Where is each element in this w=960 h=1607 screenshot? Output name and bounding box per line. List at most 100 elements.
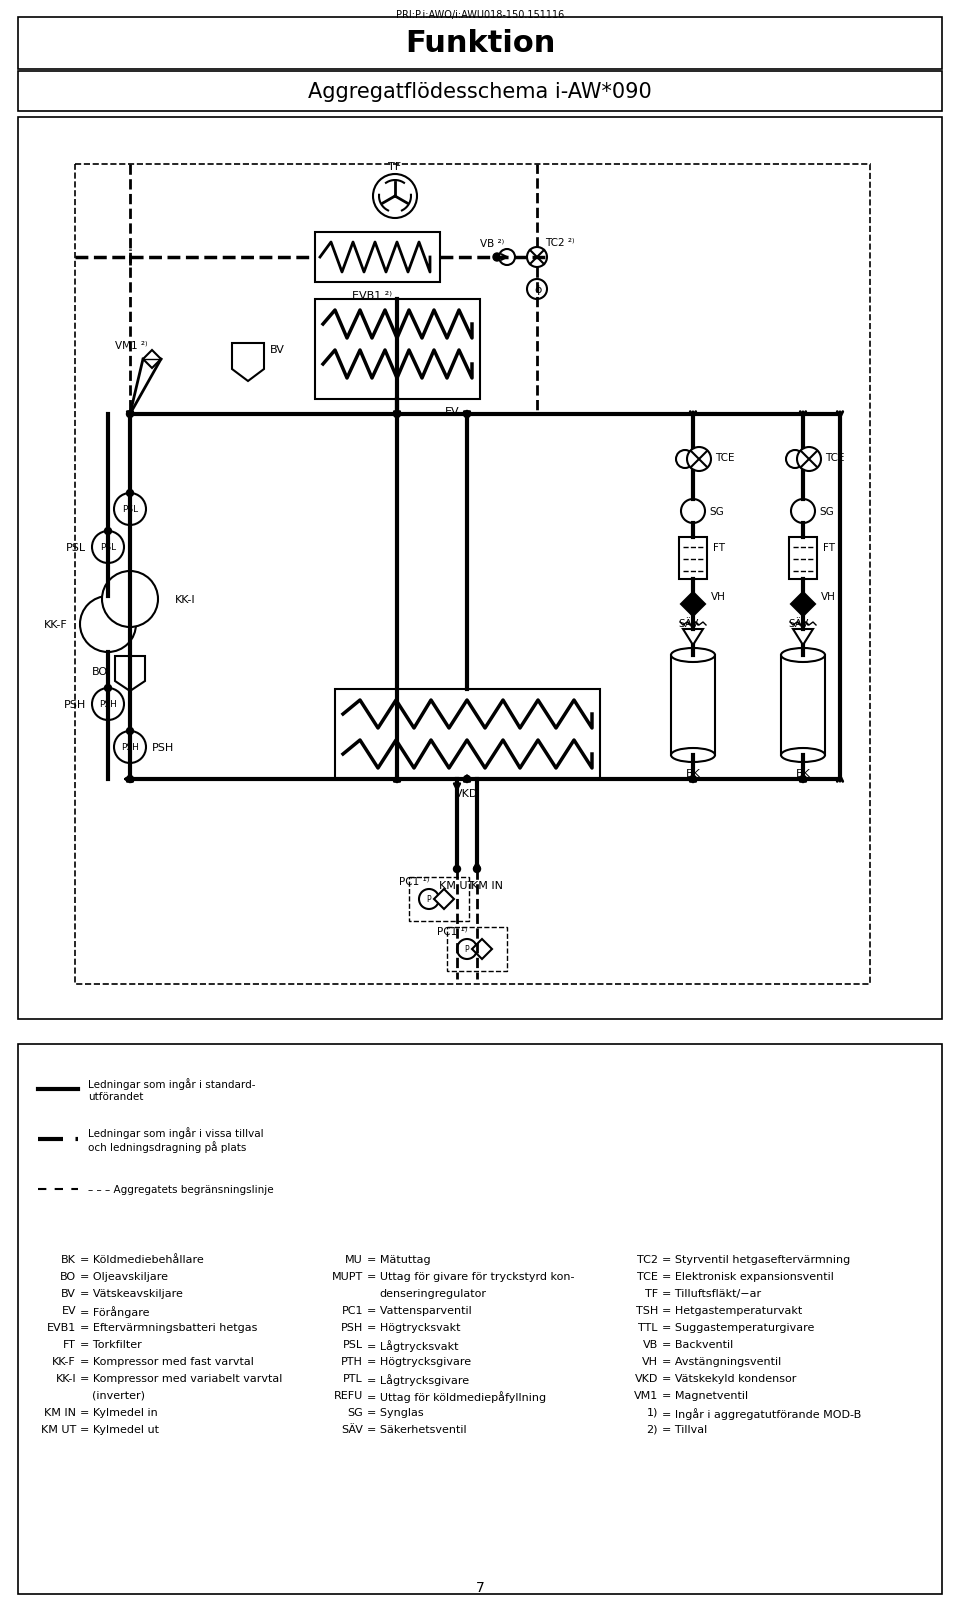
- Text: = Backventil: = Backventil: [662, 1339, 733, 1350]
- Text: SÄV: SÄV: [789, 619, 809, 628]
- Bar: [18, 18, 942, 71]
- Circle shape: [687, 448, 711, 472]
- Text: PSH: PSH: [99, 701, 117, 709]
- Text: VH: VH: [711, 591, 726, 601]
- Circle shape: [102, 572, 158, 628]
- Text: = Mätuttag: = Mätuttag: [367, 1253, 431, 1265]
- Text: TC2: TC2: [637, 1253, 658, 1265]
- Text: TF: TF: [389, 162, 401, 172]
- Text: 2): 2): [646, 1424, 658, 1433]
- Circle shape: [127, 411, 133, 418]
- Circle shape: [92, 532, 124, 564]
- Text: PC1 ¹⁾: PC1 ¹⁾: [437, 926, 468, 937]
- Circle shape: [92, 688, 124, 720]
- Circle shape: [800, 776, 806, 783]
- Text: = Elektronisk expansionsventil: = Elektronisk expansionsventil: [662, 1271, 834, 1281]
- Text: Aggregatflödesschema i-AW*090: Aggregatflödesschema i-AW*090: [308, 82, 652, 101]
- Text: KM UT: KM UT: [40, 1424, 76, 1433]
- Circle shape: [681, 500, 705, 524]
- Text: Ledningar som ingår i standard-
utförandet: Ledningar som ingår i standard- utförand…: [88, 1078, 255, 1101]
- Text: = Säkerhetsventil: = Säkerhetsventil: [367, 1424, 467, 1433]
- Text: PSL: PSL: [343, 1339, 363, 1350]
- Circle shape: [689, 776, 697, 783]
- Circle shape: [786, 450, 804, 469]
- Text: VH: VH: [821, 591, 836, 601]
- Text: VM1 ²⁾: VM1 ²⁾: [114, 341, 147, 350]
- Circle shape: [127, 490, 133, 497]
- Text: SG: SG: [348, 1408, 363, 1417]
- Bar: [315, 301, 480, 400]
- Text: = Uttag för givare för tryckstyrd kon-: = Uttag för givare för tryckstyrd kon-: [367, 1271, 574, 1281]
- Text: (inverter): (inverter): [92, 1390, 145, 1400]
- Text: = Köldmediebehållare: = Köldmediebehållare: [80, 1253, 204, 1265]
- Bar: [447, 927, 507, 971]
- Circle shape: [105, 529, 111, 535]
- Polygon shape: [232, 344, 264, 382]
- Text: VH: VH: [642, 1356, 658, 1366]
- Text: = Magnetventil: = Magnetventil: [662, 1390, 748, 1400]
- Text: PTL: PTL: [344, 1372, 363, 1384]
- Text: VKD: VKD: [455, 789, 479, 799]
- Text: FT: FT: [823, 543, 835, 553]
- Circle shape: [473, 866, 481, 873]
- Text: = Lågtrycksgivare: = Lågtrycksgivare: [367, 1372, 469, 1385]
- Text: BK: BK: [61, 1253, 76, 1265]
- Circle shape: [80, 596, 136, 652]
- Text: PSH: PSH: [121, 742, 139, 752]
- Polygon shape: [472, 940, 492, 959]
- Ellipse shape: [671, 749, 715, 763]
- Circle shape: [453, 866, 461, 873]
- Circle shape: [105, 685, 111, 693]
- Text: = Högtrycksvakt: = Högtrycksvakt: [367, 1323, 461, 1332]
- Circle shape: [457, 940, 477, 959]
- Text: BV: BV: [270, 346, 285, 355]
- Bar: [18, 117, 942, 1019]
- Text: KK-I: KK-I: [175, 595, 196, 604]
- Text: VM1: VM1: [634, 1390, 658, 1400]
- Ellipse shape: [781, 649, 825, 662]
- Text: EVB1 ²⁾: EVB1 ²⁾: [352, 291, 392, 301]
- Bar: [781, 656, 825, 755]
- Text: PSL: PSL: [66, 543, 86, 553]
- Text: SÄV: SÄV: [679, 619, 699, 628]
- Text: Funktion: Funktion: [405, 29, 555, 58]
- Bar: [679, 538, 707, 580]
- Text: PC1 ¹⁾: PC1 ¹⁾: [399, 876, 429, 887]
- Text: FT: FT: [713, 543, 725, 553]
- Circle shape: [527, 247, 547, 268]
- Circle shape: [797, 448, 821, 472]
- Text: SÄV: SÄV: [341, 1424, 363, 1433]
- Text: BV: BV: [61, 1289, 76, 1298]
- Text: 1): 1): [647, 1408, 658, 1417]
- Text: = Styrventil hetgaseftervärmning: = Styrventil hetgaseftervärmning: [662, 1253, 851, 1265]
- Text: = Oljeavskiljare: = Oljeavskiljare: [80, 1271, 168, 1281]
- Text: TF: TF: [645, 1289, 658, 1298]
- Ellipse shape: [671, 649, 715, 662]
- Text: TTL: TTL: [638, 1323, 658, 1332]
- Bar: [671, 656, 715, 755]
- Text: denseringregulator: denseringregulator: [379, 1289, 486, 1298]
- Text: SG: SG: [819, 506, 833, 517]
- Circle shape: [527, 280, 547, 301]
- Text: TSH: TSH: [636, 1305, 658, 1315]
- Text: = Kylmedel in: = Kylmedel in: [80, 1408, 157, 1417]
- Polygon shape: [793, 630, 813, 646]
- Bar: [335, 689, 600, 779]
- Text: MUPT: MUPT: [332, 1271, 363, 1281]
- Text: = Högtrycksgivare: = Högtrycksgivare: [367, 1356, 471, 1366]
- Text: EVB1: EVB1: [47, 1323, 76, 1332]
- Bar: [789, 538, 817, 580]
- Text: = Ingår i aggregatutförande MOD-B: = Ingår i aggregatutförande MOD-B: [662, 1408, 861, 1419]
- Polygon shape: [143, 350, 161, 368]
- Text: PSH: PSH: [63, 699, 86, 710]
- Bar: [315, 233, 440, 283]
- Text: = Synglas: = Synglas: [367, 1408, 423, 1417]
- Circle shape: [127, 776, 133, 783]
- Text: EV: EV: [61, 1305, 76, 1315]
- Text: PSL: PSL: [100, 543, 116, 553]
- Circle shape: [394, 411, 400, 418]
- Text: PTH: PTH: [341, 1356, 363, 1366]
- Text: = Avstängningsventil: = Avstängningsventil: [662, 1356, 781, 1366]
- Text: = Lågtrycksvakt: = Lågtrycksvakt: [367, 1339, 459, 1351]
- Text: PRI:P.i:AWO/i:AWU018-150.151116: PRI:P.i:AWO/i:AWU018-150.151116: [396, 10, 564, 19]
